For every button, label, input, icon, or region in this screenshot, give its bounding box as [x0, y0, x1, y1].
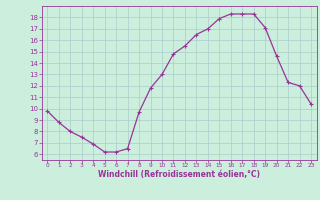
- X-axis label: Windchill (Refroidissement éolien,°C): Windchill (Refroidissement éolien,°C): [98, 170, 260, 179]
